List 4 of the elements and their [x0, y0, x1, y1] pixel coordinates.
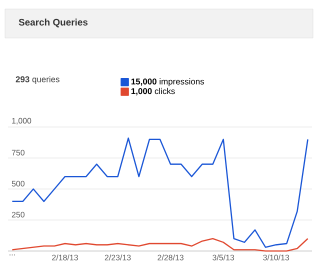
legend-label: 1,000 clicks	[131, 88, 175, 96]
legend-label: 15,000 impressions	[131, 78, 204, 86]
chart-title: Search Queries	[18, 18, 88, 28]
text: 293 queries	[16, 76, 60, 84]
